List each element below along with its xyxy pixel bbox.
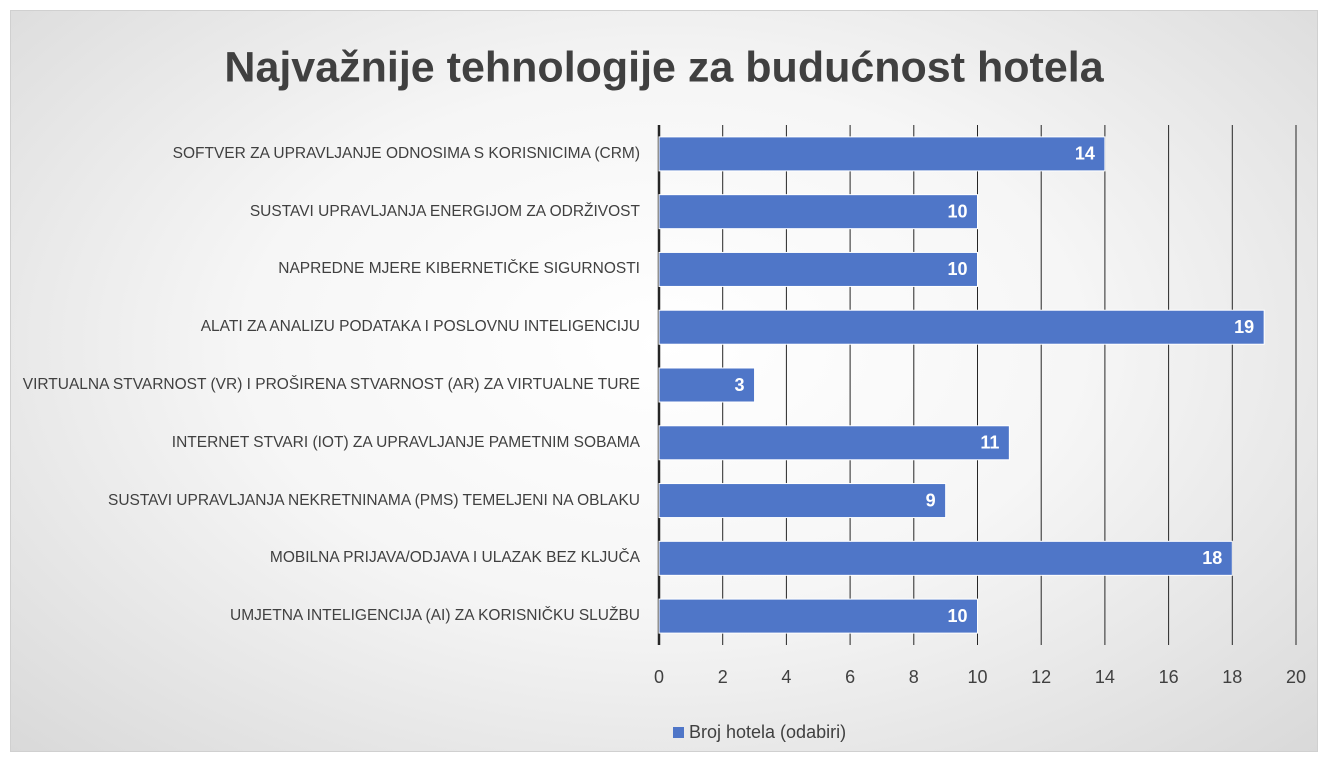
x-tick-label: 0 xyxy=(654,667,664,687)
y-tick-label: VIRTUALNA STVARNOST (VR) I PROŠIRENA STV… xyxy=(22,375,640,393)
bar xyxy=(658,598,978,634)
y-tick-label: UMJETNA INTELIGENCIJA (AI) ZA KORISNIČKU… xyxy=(230,607,640,625)
bar xyxy=(658,309,1265,345)
x-tick-label: 2 xyxy=(718,667,728,687)
bar xyxy=(658,136,1106,172)
data-label: 14 xyxy=(1075,144,1095,164)
x-tick-label: 8 xyxy=(909,667,919,687)
data-label: 11 xyxy=(980,433,999,453)
y-tick-label: NAPREDNE MJERE KIBERNETIČKE SIGURNOSTI xyxy=(278,260,640,278)
data-label: 10 xyxy=(947,201,967,221)
legend-swatch xyxy=(673,727,684,738)
bar xyxy=(658,251,978,287)
bar xyxy=(658,483,947,519)
y-tick-label: INTERNET STVARI (IOT) ZA UPRAVLJANJE PAM… xyxy=(171,433,640,451)
x-tick-label: 10 xyxy=(967,667,987,687)
data-label: 3 xyxy=(735,375,745,395)
x-tick-label: 6 xyxy=(845,667,855,687)
x-tick-label: 12 xyxy=(1031,667,1051,687)
legend-label: Broj hotela (odabiri) xyxy=(689,722,846,742)
data-label: 10 xyxy=(947,259,967,279)
bar xyxy=(658,425,1010,461)
y-tick-label: SOFTVER ZA UPRAVLJANJE ODNOSIMA S KORISN… xyxy=(172,144,640,162)
bar xyxy=(658,194,978,230)
y-tick-label: ALATI ZA ANALIZU PODATAKA I POSLOVNU INT… xyxy=(200,318,640,336)
y-tick-label: SUSTAVI UPRAVLJANJA ENERGIJOM ZA ODRŽIVO… xyxy=(249,202,640,220)
x-tick-label: 4 xyxy=(781,667,791,687)
y-tick-label: MOBILNA PRIJAVA/ODJAVA I ULAZAK BEZ KLJU… xyxy=(269,549,640,567)
x-tick-label: 14 xyxy=(1095,667,1115,687)
data-label: 10 xyxy=(947,606,967,626)
bar xyxy=(658,540,1233,576)
x-tick-label: 20 xyxy=(1286,667,1306,687)
data-label: 9 xyxy=(926,490,936,510)
data-label: 19 xyxy=(1234,317,1254,337)
y-tick-label: SUSTAVI UPRAVLJANJA NEKRETNINAMA (PMS) T… xyxy=(107,491,640,509)
chart-title: Najvažnije tehnologije za budućnost hote… xyxy=(224,43,1104,91)
data-label: 18 xyxy=(1202,548,1222,568)
x-tick-label: 18 xyxy=(1222,667,1242,687)
x-tick-label: 16 xyxy=(1159,667,1179,687)
bar xyxy=(658,367,756,403)
